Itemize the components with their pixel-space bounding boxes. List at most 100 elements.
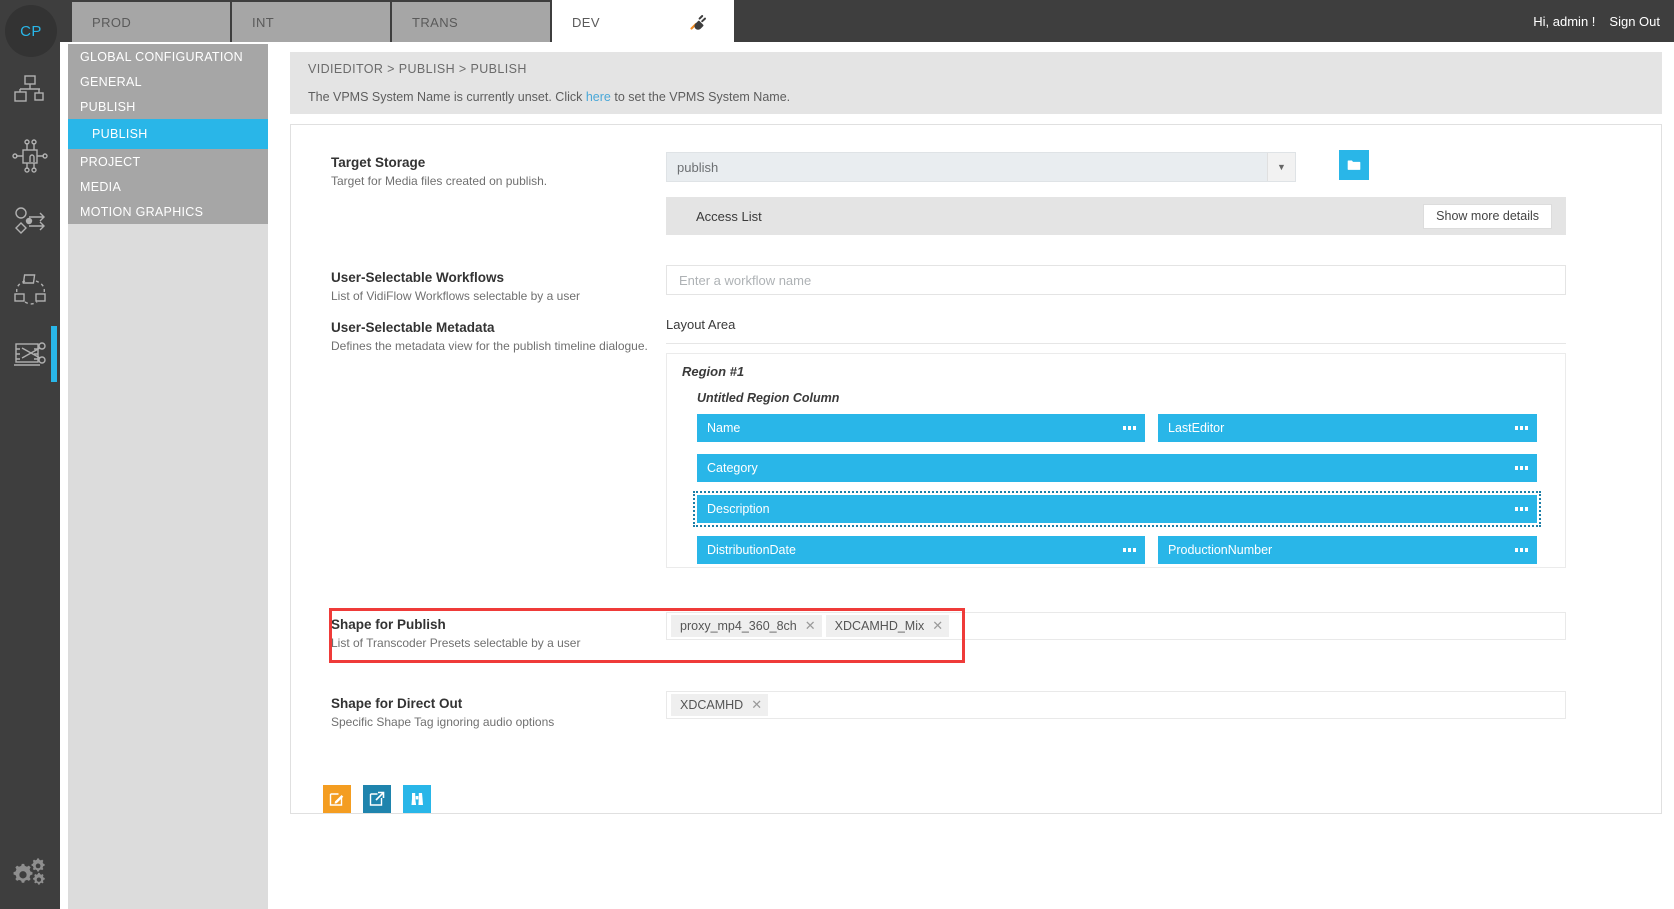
metadata-field-label: DistributionDate: [707, 543, 796, 557]
nav-item-media[interactable]: MEDIA: [68, 174, 268, 199]
system-notice: The VPMS System Name is currently unset.…: [308, 90, 1644, 104]
tag-xdcamhd-mix[interactable]: XDCAMHD_Mix ✕: [825, 615, 950, 637]
binoculars-icon: [411, 793, 423, 805]
environment-tabs: PROD INT TRANS DEV: [72, 0, 736, 44]
drag-handle-icon[interactable]: [1515, 507, 1528, 511]
nav-item-global-configuration[interactable]: GLOBAL CONFIGURATION: [68, 44, 268, 69]
shape-publish-title: Shape for Publish: [331, 617, 446, 632]
rail-icon-routing[interactable]: [0, 194, 60, 250]
notice-after: to set the VPMS System Name.: [610, 90, 791, 104]
nav-item-motion-graphics[interactable]: MOTION GRAPHICS: [68, 199, 268, 224]
tag-label: XDCAMHD: [680, 698, 744, 712]
notice-link[interactable]: here: [585, 90, 611, 104]
tag-label: proxy_mp4_360_8ch: [680, 619, 797, 633]
nav-item-publish[interactable]: PUBLISH: [68, 94, 268, 119]
layout-area-divider: [666, 343, 1566, 344]
workflows-label-block: User-Selectable Workflows List of VidiFl…: [331, 270, 661, 304]
greeting-label: Hi, admin !: [1533, 13, 1596, 29]
breadcrumb-bar: VIDIEDITOR > PUBLISH > PUBLISH The VPMS …: [290, 52, 1662, 114]
metadata-field-label: Category: [707, 461, 758, 475]
target-storage-desc: Target for Media files created on publis…: [331, 174, 548, 188]
tab-trans-label: TRANS: [412, 14, 459, 30]
icon-rail: CP: [0, 0, 60, 909]
preview-button[interactable]: [403, 785, 431, 813]
drag-handle-icon[interactable]: [1123, 426, 1136, 430]
drag-handle-icon[interactable]: [1123, 548, 1136, 552]
nav-label: PUBLISH: [92, 127, 148, 141]
access-list-row: Access List Show more details: [666, 197, 1566, 235]
nav-item-list: GLOBAL CONFIGURATION GENERAL PUBLISH PUB…: [68, 44, 268, 224]
tab-int[interactable]: INT: [232, 2, 390, 42]
tab-dev-label: DEV: [572, 14, 600, 30]
main-content: VIDIEDITOR > PUBLISH > PUBLISH The VPMS …: [268, 44, 1674, 909]
nav-label: MEDIA: [80, 179, 122, 194]
tag-xdcamhd[interactable]: XDCAMHD ✕: [671, 694, 769, 716]
metadata-field-distributiondate[interactable]: DistributionDate: [697, 536, 1145, 564]
open-external-button[interactable]: [363, 785, 391, 813]
metadata-field-label: ProductionNumber: [1168, 543, 1273, 557]
tab-dev[interactable]: DEV: [552, 0, 734, 42]
rail-icon-workflow[interactable]: [0, 128, 60, 184]
drag-handle-icon[interactable]: [1515, 548, 1528, 552]
target-storage-value: publish: [677, 159, 719, 175]
workflow-name-input[interactable]: Enter a workflow name: [666, 265, 1566, 295]
metadata-field-lasteditor[interactable]: LastEditor: [1158, 414, 1537, 442]
rail-icon-sync[interactable]: [0, 262, 60, 318]
nav-item-general[interactable]: GENERAL: [68, 69, 268, 94]
rail-icon-settings[interactable]: [0, 847, 60, 897]
edit-button[interactable]: [323, 785, 351, 813]
nav-panel: GLOBAL CONFIGURATION GENERAL PUBLISH PUB…: [68, 44, 268, 909]
sign-out-link[interactable]: Sign Out: [1609, 13, 1660, 29]
notice-before: The VPMS System Name is currently unset.…: [308, 90, 586, 104]
show-more-details-button[interactable]: Show more details: [1423, 203, 1552, 229]
shape-direct-out-title: Shape for Direct Out: [331, 696, 463, 711]
folder-icon: [1347, 160, 1361, 170]
metadata-field-category[interactable]: Category: [697, 454, 1537, 482]
target-storage-label-block: Target Storage Target for Media files cr…: [331, 155, 661, 189]
top-bar: PROD INT TRANS DEV Hi, admin ! Sign Out: [60, 0, 1674, 42]
tab-int-label: INT: [252, 14, 275, 30]
metadata-field-description[interactable]: Description: [693, 491, 1541, 527]
shape-direct-out-desc: Specific Shape Tag ignoring audio option…: [331, 715, 555, 729]
gears-icon: [13, 858, 45, 885]
region-box: Region #1 Untitled Region Column Name La…: [666, 353, 1566, 568]
browse-storage-button[interactable]: [1339, 150, 1369, 180]
nav-label: GENERAL: [80, 74, 142, 89]
metadata-title: User-Selectable Metadata: [331, 320, 495, 335]
metadata-desc: Defines the metadata view for the publis…: [331, 339, 648, 353]
rail-icon-video-editor[interactable]: [0, 326, 60, 382]
breadcrumb: VIDIEDITOR > PUBLISH > PUBLISH: [308, 62, 527, 76]
rail-icon-assets[interactable]: [0, 62, 60, 118]
target-storage-title: Target Storage: [331, 155, 426, 170]
target-storage-select[interactable]: publish ▼: [666, 152, 1296, 182]
tab-prod-label: PROD: [92, 14, 132, 30]
tab-prod[interactable]: PROD: [72, 2, 230, 42]
plug-icon[interactable]: [688, 12, 708, 32]
shape-direct-out-tag-field[interactable]: XDCAMHD ✕: [666, 691, 1566, 719]
settings-panel: Target Storage Target for Media files cr…: [290, 124, 1662, 814]
app-logo[interactable]: CP: [5, 5, 57, 57]
pencil-square-icon: [329, 793, 344, 806]
drag-handle-icon[interactable]: [1515, 426, 1528, 430]
nav-label: MOTION GRAPHICS: [80, 204, 204, 219]
tag-remove-icon[interactable]: ✕: [932, 618, 944, 633]
drag-handle-icon[interactable]: [1515, 466, 1528, 470]
assets-icon: [14, 75, 44, 102]
tag-proxy-mp4-360-8ch[interactable]: proxy_mp4_360_8ch ✕: [671, 615, 822, 637]
metadata-field-name[interactable]: Name: [697, 414, 1145, 442]
access-list-title: Access List: [696, 208, 762, 224]
nav-label: PROJECT: [80, 154, 141, 169]
nav-item-publish-sub[interactable]: PUBLISH: [68, 119, 268, 149]
nav-item-project[interactable]: PROJECT: [68, 149, 268, 174]
tag-remove-icon[interactable]: ✕: [804, 618, 816, 633]
chevron-down-icon[interactable]: ▼: [1267, 153, 1295, 181]
workflows-title: User-Selectable Workflows: [331, 270, 505, 285]
tag-remove-icon[interactable]: ✕: [751, 697, 763, 712]
workflows-desc: List of VidiFlow Workflows selectable by…: [331, 289, 580, 303]
metadata-field-productionnumber[interactable]: ProductionNumber: [1158, 536, 1537, 564]
shape-publish-tag-field[interactable]: proxy_mp4_360_8ch ✕ XDCAMHD_Mix ✕: [666, 612, 1566, 640]
tab-trans[interactable]: TRANS: [392, 2, 550, 42]
metadata-field-label: LastEditor: [1168, 421, 1225, 435]
external-link-icon: [369, 791, 385, 806]
